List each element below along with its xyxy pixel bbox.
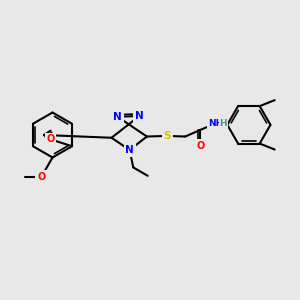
Text: O: O [196,140,204,151]
Text: S: S [164,131,171,141]
Text: N: N [113,112,122,122]
Text: N: N [125,145,134,155]
Text: H: H [220,119,227,128]
Text: NH: NH [208,119,224,128]
Text: H: H [212,119,220,128]
Text: O: O [46,134,55,144]
Text: N: N [135,111,144,121]
Text: O: O [37,172,45,182]
